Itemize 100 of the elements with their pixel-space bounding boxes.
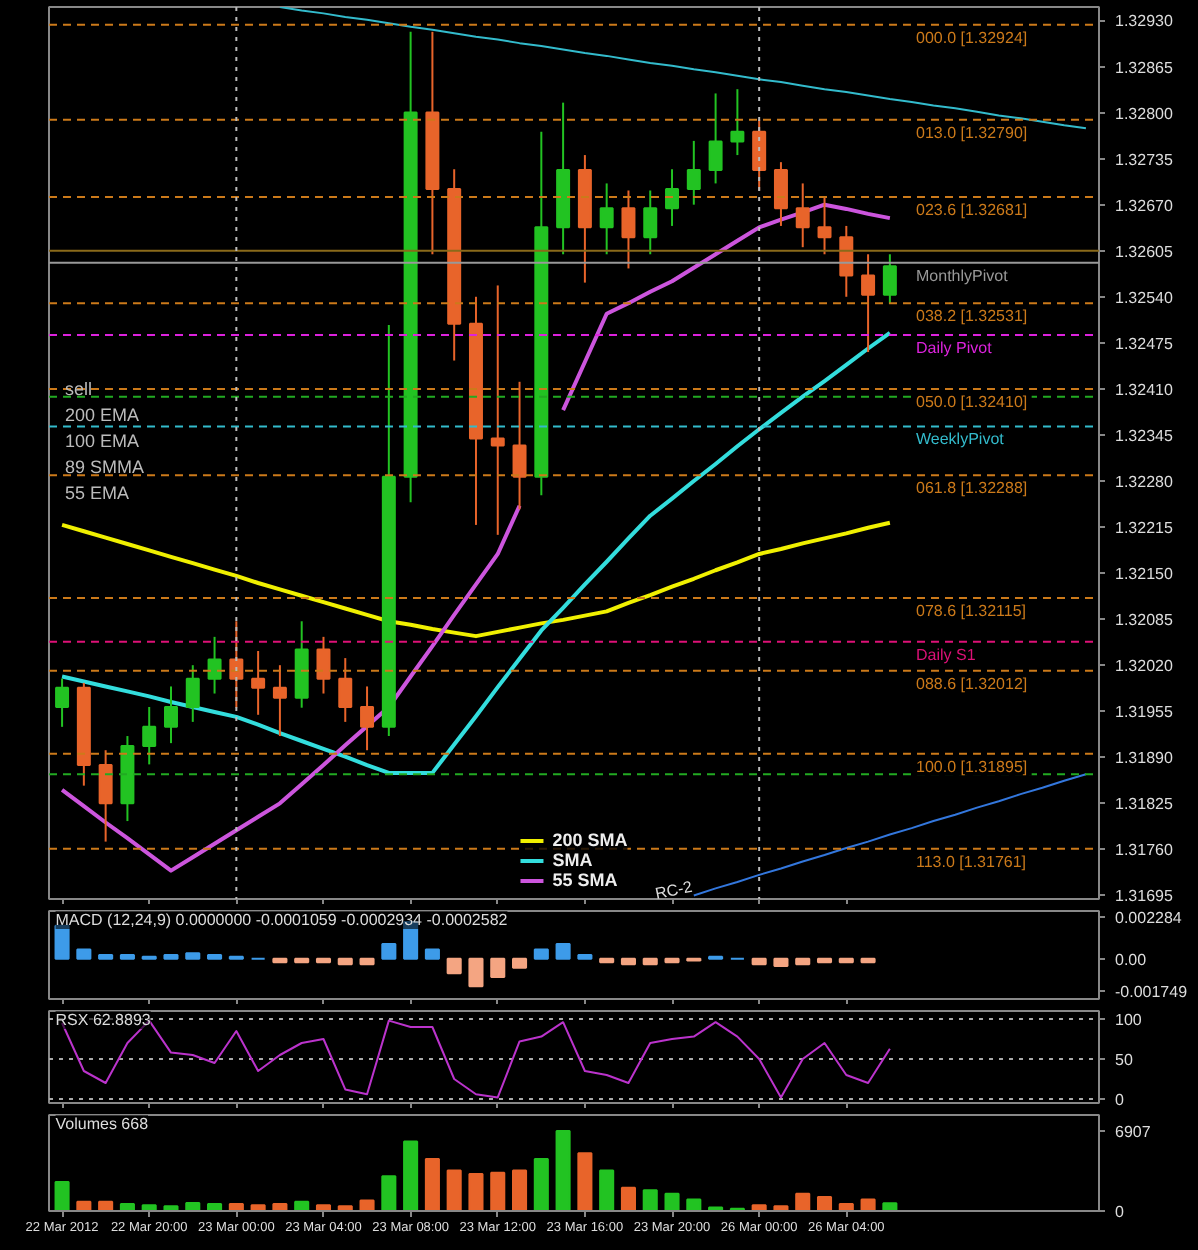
y-tick-label: 100	[1115, 1011, 1143, 1029]
bar	[816, 1196, 833, 1211]
candlestick	[665, 168, 680, 227]
bar	[773, 1205, 789, 1211]
ref-line-label: Daily S1	[916, 645, 977, 664]
bar	[359, 957, 375, 966]
y-tick-label: 1.32540	[1115, 288, 1174, 307]
ref-line-label: 088.6 [1.32012]	[916, 674, 1028, 693]
legend-label: 200 SMA	[552, 830, 628, 850]
bar	[642, 1189, 658, 1211]
candlestick	[686, 139, 701, 206]
candlestick	[490, 284, 505, 536]
chart-title: MACD (12,24,9) 0.0000000 -0.0001059 -0.0002934 -0.0002582	[55, 911, 509, 929]
bar	[54, 924, 70, 960]
candlestick	[207, 635, 222, 695]
ref-line-label: MonthlyPivot	[916, 266, 1010, 285]
bar	[555, 1130, 571, 1211]
y-tick-label: 0	[1115, 1203, 1125, 1221]
bar	[533, 948, 549, 960]
bar	[664, 1192, 680, 1211]
chart-title: RSX 62.8893	[55, 1011, 152, 1029]
candlestick	[599, 182, 614, 256]
candlestick	[185, 664, 200, 723]
bar	[119, 1203, 135, 1211]
candlestick	[316, 635, 331, 695]
candlestick	[621, 189, 636, 270]
line-series	[692, 773, 1087, 897]
candlestick	[643, 189, 658, 256]
bar	[533, 1157, 549, 1211]
bar	[468, 957, 484, 988]
y-tick-label: 1.31695	[1115, 887, 1174, 906]
ref-line-label: 078.6 [1.32115]	[916, 601, 1027, 620]
bar	[468, 1172, 484, 1211]
bar	[141, 1204, 157, 1211]
y-tick-label: 1.32475	[1115, 334, 1174, 353]
annotation: 89 SMMA	[65, 457, 145, 477]
candlestick	[512, 380, 527, 511]
candlestick	[773, 161, 788, 227]
candlestick	[272, 664, 287, 738]
y-tick-label: 1.32930	[1115, 12, 1174, 31]
y-tick-label: 1.32020	[1115, 657, 1174, 676]
bar	[446, 957, 462, 975]
candlestick	[795, 182, 810, 249]
bar	[751, 957, 767, 966]
bar	[337, 957, 353, 966]
y-tick-label: 1.32150	[1115, 565, 1174, 584]
candlestick	[861, 253, 876, 354]
bar	[620, 957, 636, 966]
bar	[228, 1203, 244, 1211]
legend-label: SMA	[552, 850, 593, 870]
bar	[512, 957, 528, 969]
y-tick-label: 0.00	[1115, 950, 1148, 969]
ref-line-label: Daily Pivot	[916, 339, 994, 358]
y-tick-label: 1.31760	[1115, 841, 1174, 860]
y-tick-label: -0.001749	[1115, 982, 1189, 1001]
candlestick	[251, 650, 266, 716]
line-series	[60, 330, 892, 775]
bar	[599, 1169, 615, 1211]
y-tick-label: 1.31825	[1115, 795, 1174, 814]
ref-line-label: 100.0 [1.31895]	[916, 757, 1028, 776]
bar	[424, 948, 440, 960]
candlestick	[882, 253, 897, 305]
y-tick-label: 0.002284	[1115, 908, 1183, 927]
bar	[838, 1203, 854, 1211]
text: RC-2	[653, 877, 695, 903]
bar	[751, 1204, 767, 1211]
bar	[381, 943, 397, 960]
bar	[795, 1192, 811, 1211]
bar	[446, 1169, 462, 1211]
candlestick	[338, 657, 353, 723]
ref-line-label: 000.0 [1.32924]	[916, 28, 1028, 47]
candlestick	[142, 706, 157, 766]
ref-line-label: 023.6 [1.32681]	[916, 200, 1028, 219]
bar	[185, 952, 201, 960]
annotation: 55 EMA	[65, 483, 130, 503]
candlestick	[730, 88, 745, 157]
bar	[490, 957, 506, 978]
bar	[577, 1152, 593, 1211]
y-tick-label: 1.32800	[1115, 104, 1174, 123]
bar	[76, 948, 92, 960]
bar	[272, 1203, 288, 1211]
bar	[555, 943, 571, 960]
y-tick-label: 1.32735	[1115, 150, 1174, 169]
y-tick-label: 1.32670	[1115, 196, 1174, 215]
ref-line-label: 038.2 [1.32531]	[916, 307, 1028, 326]
candlestick	[708, 92, 723, 185]
bar	[403, 1140, 419, 1211]
ref-line-label: 050.0 [1.32410]	[916, 392, 1028, 411]
y-tick-label: 6907	[1115, 1123, 1152, 1142]
bar	[620, 1186, 636, 1211]
y-tick-label: 1.32280	[1115, 472, 1174, 491]
bar	[512, 1169, 528, 1211]
bar	[163, 1205, 179, 1211]
bar	[337, 1205, 353, 1211]
bar	[381, 1175, 397, 1211]
bar	[882, 1202, 898, 1211]
line-series	[60, 520, 892, 639]
candlestick	[839, 224, 854, 298]
y-tick-label: 50	[1115, 1051, 1134, 1069]
annotation: 100 EMA	[65, 431, 140, 451]
